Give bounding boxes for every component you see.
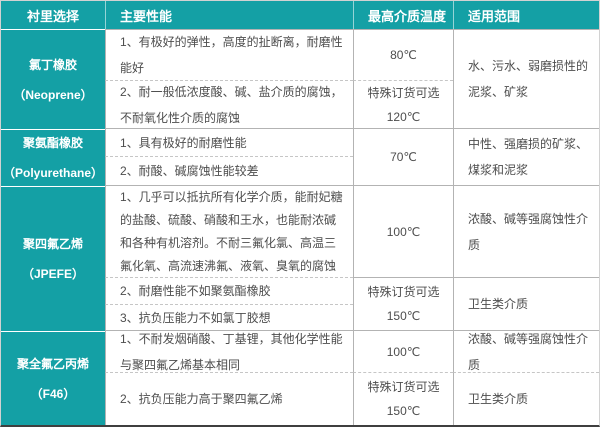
column-header-performance: 主要性能 <box>105 1 353 29</box>
performance-cell: 2、耐一般低浓度酸、碱、盐介质的腐蚀，不耐氧化性介质的腐蚀 <box>105 81 353 129</box>
temperature-cell: 100℃ <box>353 186 453 278</box>
column-header-lining: 衬里选择 <box>1 1 105 29</box>
performance-cell: 3、抗负压能力不如氯丁胶想 <box>105 305 353 331</box>
temperature-cell: 80℃ <box>353 29 453 81</box>
temperature-cell: 特殊订货可选 150℃ <box>353 278 453 331</box>
scope-cell: 中性、强磨损的矿浆、煤浆和泥浆 <box>453 129 599 186</box>
performance-cell: 2、抗负压能力高于聚四氟乙烯 <box>105 373 353 425</box>
temperature-cell: 70℃ <box>353 129 453 186</box>
scope-cell: 浓酸、碱等强腐蚀性介质 <box>453 331 599 373</box>
performance-cell: 2、耐磨性能不如聚氨酯橡胶 <box>105 278 353 305</box>
performance-cell: 1、有极好的弹性，高度的扯断离，耐磨性能好 <box>105 29 353 81</box>
scope-cell: 浓酸、碱等强腐蚀性介质 <box>453 186 599 278</box>
material-cell-polyurethane: 聚氨酯橡胶 （Polyurethane） <box>1 129 105 186</box>
scope-cell: 水、污水、弱磨损性的泥浆、矿浆 <box>453 29 599 129</box>
temperature-cell: 特殊订货可选 120℃ <box>353 81 453 129</box>
temperature-cell: 100℃ <box>353 331 453 373</box>
scope-cell: 卫生类介质 <box>453 278 599 331</box>
material-cell-ptfe: 聚四氟乙烯 （JPEFE） <box>1 186 105 331</box>
scope-cell: 卫生类介质 <box>453 373 599 425</box>
column-header-max-temp: 最高介质温度 <box>353 1 453 29</box>
temperature-cell: 特殊订货可选 150℃ <box>353 373 453 425</box>
material-cell-f46: 聚全氟乙丙烯 （F46） <box>1 331 105 425</box>
performance-cell: 2、耐酸、碱腐蚀性能较差 <box>105 157 353 186</box>
performance-cell: 1、具有极好的耐磨性能 <box>105 129 353 157</box>
performance-cell: 1、不耐发烟硝酸、丁基锂，其他化学性能与聚四氟乙烯基本相同 <box>105 331 353 373</box>
material-cell-neoprene: 氯丁橡胶 （Neoprene） <box>1 29 105 129</box>
column-header-scope: 适用范围 <box>453 1 599 29</box>
performance-cell: 1、几乎可以抵抗所有化学介质，能耐妃糖的盐酸、硫酸、硝酸和王水，也能耐浓碱和各种… <box>105 186 353 278</box>
